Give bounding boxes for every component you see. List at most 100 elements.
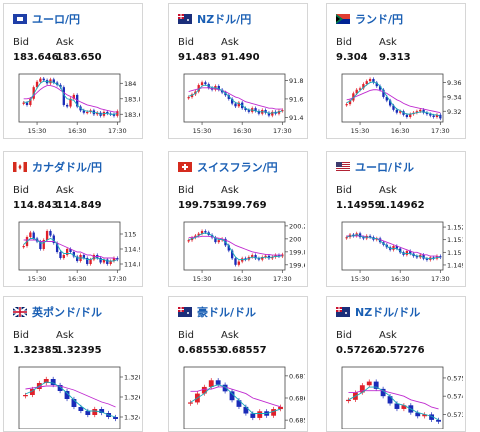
candle (250, 413, 256, 418)
candle (187, 97, 190, 99)
candle (372, 79, 375, 83)
candle (82, 255, 86, 258)
candle (69, 98, 72, 107)
x-tick-label: 15:30 (193, 127, 212, 135)
y-tick-label: 9.32 (447, 108, 461, 116)
candle (39, 78, 42, 82)
candle (409, 114, 412, 117)
currency-pair-link[interactable]: ユーロ/円 (32, 13, 81, 26)
y-tick-label: 9.34 (447, 93, 461, 101)
eu-flag-icon (13, 14, 27, 24)
ask-value: 0.68557 (221, 345, 267, 356)
currency-pair-link[interactable]: ユーロ/ドル (355, 161, 415, 174)
moving-average-slow (346, 89, 441, 114)
y-tick-label: 0.687 (289, 372, 305, 380)
candle (96, 112, 99, 115)
rate-card[interactable]: ユーロ/ドルBidAsk1.149591.149621.1521.1511.15… (326, 151, 466, 287)
candle (55, 243, 59, 252)
y-tick-label: 199.6 (289, 261, 305, 269)
candle (435, 114, 439, 117)
bid-value: 1.32385 (13, 345, 59, 356)
ask-label: Ask (221, 37, 239, 48)
y-tick-label: 0.685 (289, 417, 305, 425)
rate-card[interactable]: 英ポンド/ドルBidAsk1.323851.323951.3281.3261.3… (3, 296, 143, 432)
currency-pair-link[interactable]: 豪ドル/ドル (197, 306, 257, 319)
rate-card[interactable]: ランド/円 Bid Ask 9.304 9.313 9.36 9.34 9.32 15:30 16… (326, 3, 466, 139)
currency-pair-link[interactable]: NZドル/円 (197, 13, 252, 26)
bid-label: Bid (13, 330, 29, 341)
card-title-row[interactable]: 豪ドル/ドル (178, 305, 256, 319)
candle (29, 232, 32, 237)
rate-card[interactable]: 豪ドル/ドルBidAsk0.685530.685570.6870.6860.68… (168, 296, 308, 432)
rate-card[interactable]: NZドル/円 Bid Ask 91.483 91.490 91.8 91.6 91.4 15:3… (168, 3, 308, 139)
card-title-row[interactable]: スイスフラン/円 (178, 160, 278, 174)
bid-label: Bid (13, 37, 29, 48)
ask-label: Ask (56, 330, 74, 341)
bid-value: 199.753 (178, 200, 224, 211)
candle (257, 258, 261, 260)
candle (392, 105, 395, 110)
candle (49, 231, 52, 236)
card-title-row[interactable]: ユーロ/円 (13, 12, 80, 26)
candle (366, 381, 372, 386)
candle (385, 96, 388, 101)
card-title-row[interactable]: カナダドル/円 (13, 160, 102, 174)
candle (405, 251, 409, 255)
x-tick-label: 15:30 (351, 275, 370, 283)
bid-value: 9.304 (336, 52, 368, 63)
candle (113, 417, 118, 419)
currency-pair-link[interactable]: NZドル/ドル (355, 306, 421, 319)
currency-pair-link[interactable]: カナダドル/円 (32, 161, 103, 174)
currency-pair-link[interactable]: 英ポンド/ドル (32, 306, 103, 319)
y-tick-label: 1.324 (124, 414, 140, 422)
candle (229, 391, 235, 401)
candle (201, 386, 207, 394)
y-tick-label: 114.8 (124, 261, 140, 269)
za-flag-icon (336, 14, 350, 24)
fx-rate-grid: ユーロ/円BidAsk183.646183.650184183.8183.615… (3, 3, 466, 432)
candle (35, 81, 39, 88)
card-title-row[interactable]: ランド/円 (336, 12, 403, 26)
card-title-row[interactable]: NZドル/円 (178, 12, 251, 26)
y-tick-label: 1.149 (447, 261, 463, 269)
candle (234, 258, 237, 265)
moving-average-slow (23, 239, 118, 260)
candle (29, 98, 32, 105)
y-tick-label: 1.15 (447, 249, 461, 257)
bid-label: Bid (336, 37, 352, 48)
candle (65, 104, 69, 107)
candle (39, 241, 42, 249)
currency-pair-link[interactable]: スイスフラン/円 (197, 161, 278, 174)
plot-frame (18, 366, 121, 429)
candle (271, 111, 274, 116)
bid-label: Bid (178, 37, 194, 48)
nz-flag-icon (336, 307, 350, 317)
moving-average-slow (190, 386, 281, 408)
y-tick-label: 199.8 (289, 248, 305, 256)
moving-average-fast (23, 80, 118, 115)
candle (76, 256, 79, 261)
x-tick-label: 17:30 (431, 275, 450, 283)
candle (439, 114, 442, 119)
x-tick-label: 16:30 (68, 275, 87, 283)
moving-average-slow (348, 390, 439, 410)
x-tick-label: 17:30 (273, 275, 292, 283)
candle (72, 94, 76, 99)
card-title-row[interactable]: NZドル/ドル (336, 305, 420, 319)
moving-average-fast (188, 232, 283, 261)
rate-card[interactable]: NZドル/ドルBidAsk0.572620.572760.5750.5740.5… (326, 296, 466, 432)
candle (436, 419, 441, 422)
price-chart: 0.687 0.686 0.685 (183, 366, 305, 429)
moving-average-slow (188, 87, 283, 110)
ask-value: 0.57276 (379, 345, 425, 356)
candle (251, 255, 254, 258)
currency-pair-link[interactable]: ランド/円 (355, 13, 404, 26)
price-chart: 0.575 0.574 0.573 (341, 366, 463, 429)
card-title-row[interactable]: ユーロ/ドル (336, 160, 414, 174)
candle (116, 258, 119, 260)
candle (352, 234, 355, 236)
card-title-row[interactable]: 英ポンド/ドル (13, 305, 102, 319)
